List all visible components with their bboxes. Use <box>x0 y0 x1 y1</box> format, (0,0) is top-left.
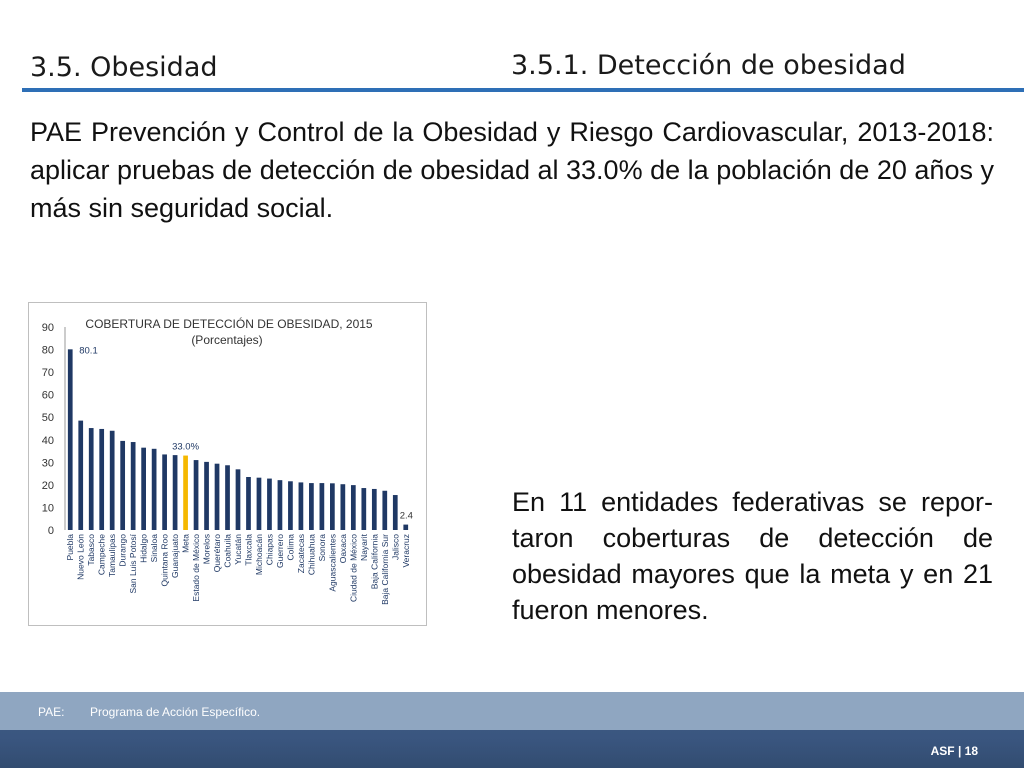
category-label: Yucatán <box>233 534 243 565</box>
bar <box>277 480 283 530</box>
bar <box>120 440 126 530</box>
data-label: 2.4 <box>400 511 413 522</box>
category-label: Sonora <box>317 534 327 562</box>
bar <box>246 476 251 530</box>
coverage-chart: COBERTURA DE DETECCIÓN DE OBESIDAD, 2015… <box>28 302 427 626</box>
category-label: Campeche <box>97 534 107 575</box>
y-tick-label: 0 <box>48 525 54 537</box>
category-label: Baja California <box>369 534 379 590</box>
bar <box>130 442 136 530</box>
bar <box>67 349 73 530</box>
footnote-abbreviation: PAE: <box>38 705 65 719</box>
bar <box>298 482 304 530</box>
category-label: Tamaulipas <box>107 534 117 577</box>
bar <box>371 488 377 530</box>
bar <box>99 428 105 530</box>
category-label: Quintana Roo <box>160 534 170 587</box>
y-tick-label: 90 <box>42 322 54 334</box>
y-tick-label: 40 <box>42 435 54 447</box>
bar <box>235 469 241 530</box>
category-label: Ciudad de México <box>348 534 358 602</box>
page-number: ASF | 18 <box>930 744 978 758</box>
category-label: Durango <box>118 534 128 567</box>
y-tick-label: 60 <box>42 390 54 402</box>
y-tick-label: 50 <box>42 412 54 424</box>
category-label: Sinaloa <box>149 534 159 563</box>
bar <box>109 430 115 530</box>
bar <box>225 465 230 530</box>
meta-bar <box>183 455 188 530</box>
data-label: 80.1 <box>79 345 98 356</box>
data-label: 33.0% <box>172 442 199 453</box>
bar <box>172 455 178 530</box>
bar <box>151 448 157 530</box>
bar <box>288 481 293 530</box>
category-label: Coahuila <box>223 534 233 568</box>
category-label: Tabasco <box>86 534 96 566</box>
section-title: 3.5. Obesidad <box>30 52 218 83</box>
category-label: Chiapas <box>264 534 274 565</box>
bar <box>204 461 209 530</box>
category-label: Meta <box>181 534 191 553</box>
chart-subtitle: (Porcentajes) <box>191 333 262 347</box>
bar <box>193 460 199 530</box>
category-label: Baja California Sur <box>380 534 390 605</box>
category-label: Guanajuato <box>170 534 180 578</box>
bar <box>350 485 356 530</box>
category-label: Zacatecas <box>296 534 306 573</box>
bar <box>319 483 325 530</box>
y-tick-label: 70 <box>42 367 54 379</box>
coverage-chart-svg: COBERTURA DE DETECCIÓN DE OBESIDAD, 2015… <box>42 316 413 605</box>
category-label: Estado de México <box>191 534 201 602</box>
bar <box>267 478 272 530</box>
footnote-definition: Programa de Acción Específico. <box>90 705 261 719</box>
bar <box>162 454 167 530</box>
y-tick-label: 30 <box>42 457 54 469</box>
bar <box>141 447 146 530</box>
bar <box>392 495 398 530</box>
category-label: Puebla <box>65 534 75 561</box>
category-label: Oaxaca <box>338 534 348 564</box>
summary-paragraph: En 11 entidades federativas se repor-tar… <box>512 487 993 625</box>
category-label: Guerrero <box>275 534 285 568</box>
category-label: Chihuahua <box>306 534 316 575</box>
category-label: Hidalgo <box>139 534 149 563</box>
category-label: Morelos <box>202 534 212 564</box>
bar <box>382 490 388 530</box>
bar <box>256 477 262 530</box>
bar <box>309 483 314 530</box>
category-label: Querétaro <box>212 534 222 573</box>
category-label: Colima <box>285 534 295 561</box>
bar <box>88 428 94 530</box>
bar <box>403 524 409 530</box>
y-tick-label: 20 <box>42 480 54 492</box>
y-tick-label: 10 <box>42 502 54 514</box>
bar <box>340 484 346 530</box>
y-tick-label: 80 <box>42 345 54 357</box>
bar <box>78 420 84 530</box>
category-label: Aguascalientes <box>327 534 337 592</box>
category-label: Jalisco <box>390 534 400 560</box>
bar <box>361 488 367 530</box>
category-label: Nuevo León <box>76 534 86 580</box>
intro-paragraph: PAE Prevención y Control de la Obesidad … <box>30 117 994 223</box>
category-label: San Luis Potosí <box>128 533 138 593</box>
bar <box>330 483 335 530</box>
chart-title: COBERTURA DE DETECCIÓN DE OBESIDAD, 2015 <box>85 316 373 331</box>
category-label: Michoacán <box>254 534 264 575</box>
subsection-title: 3.5.1. Detección de obesidad <box>511 50 906 81</box>
footer-stripe <box>0 692 1024 730</box>
category-label: Veracruz <box>401 534 411 568</box>
category-label: Tlaxcala <box>243 534 253 566</box>
header-rule <box>22 88 1024 92</box>
category-label: Nayarit <box>359 533 369 561</box>
bar <box>214 463 220 530</box>
